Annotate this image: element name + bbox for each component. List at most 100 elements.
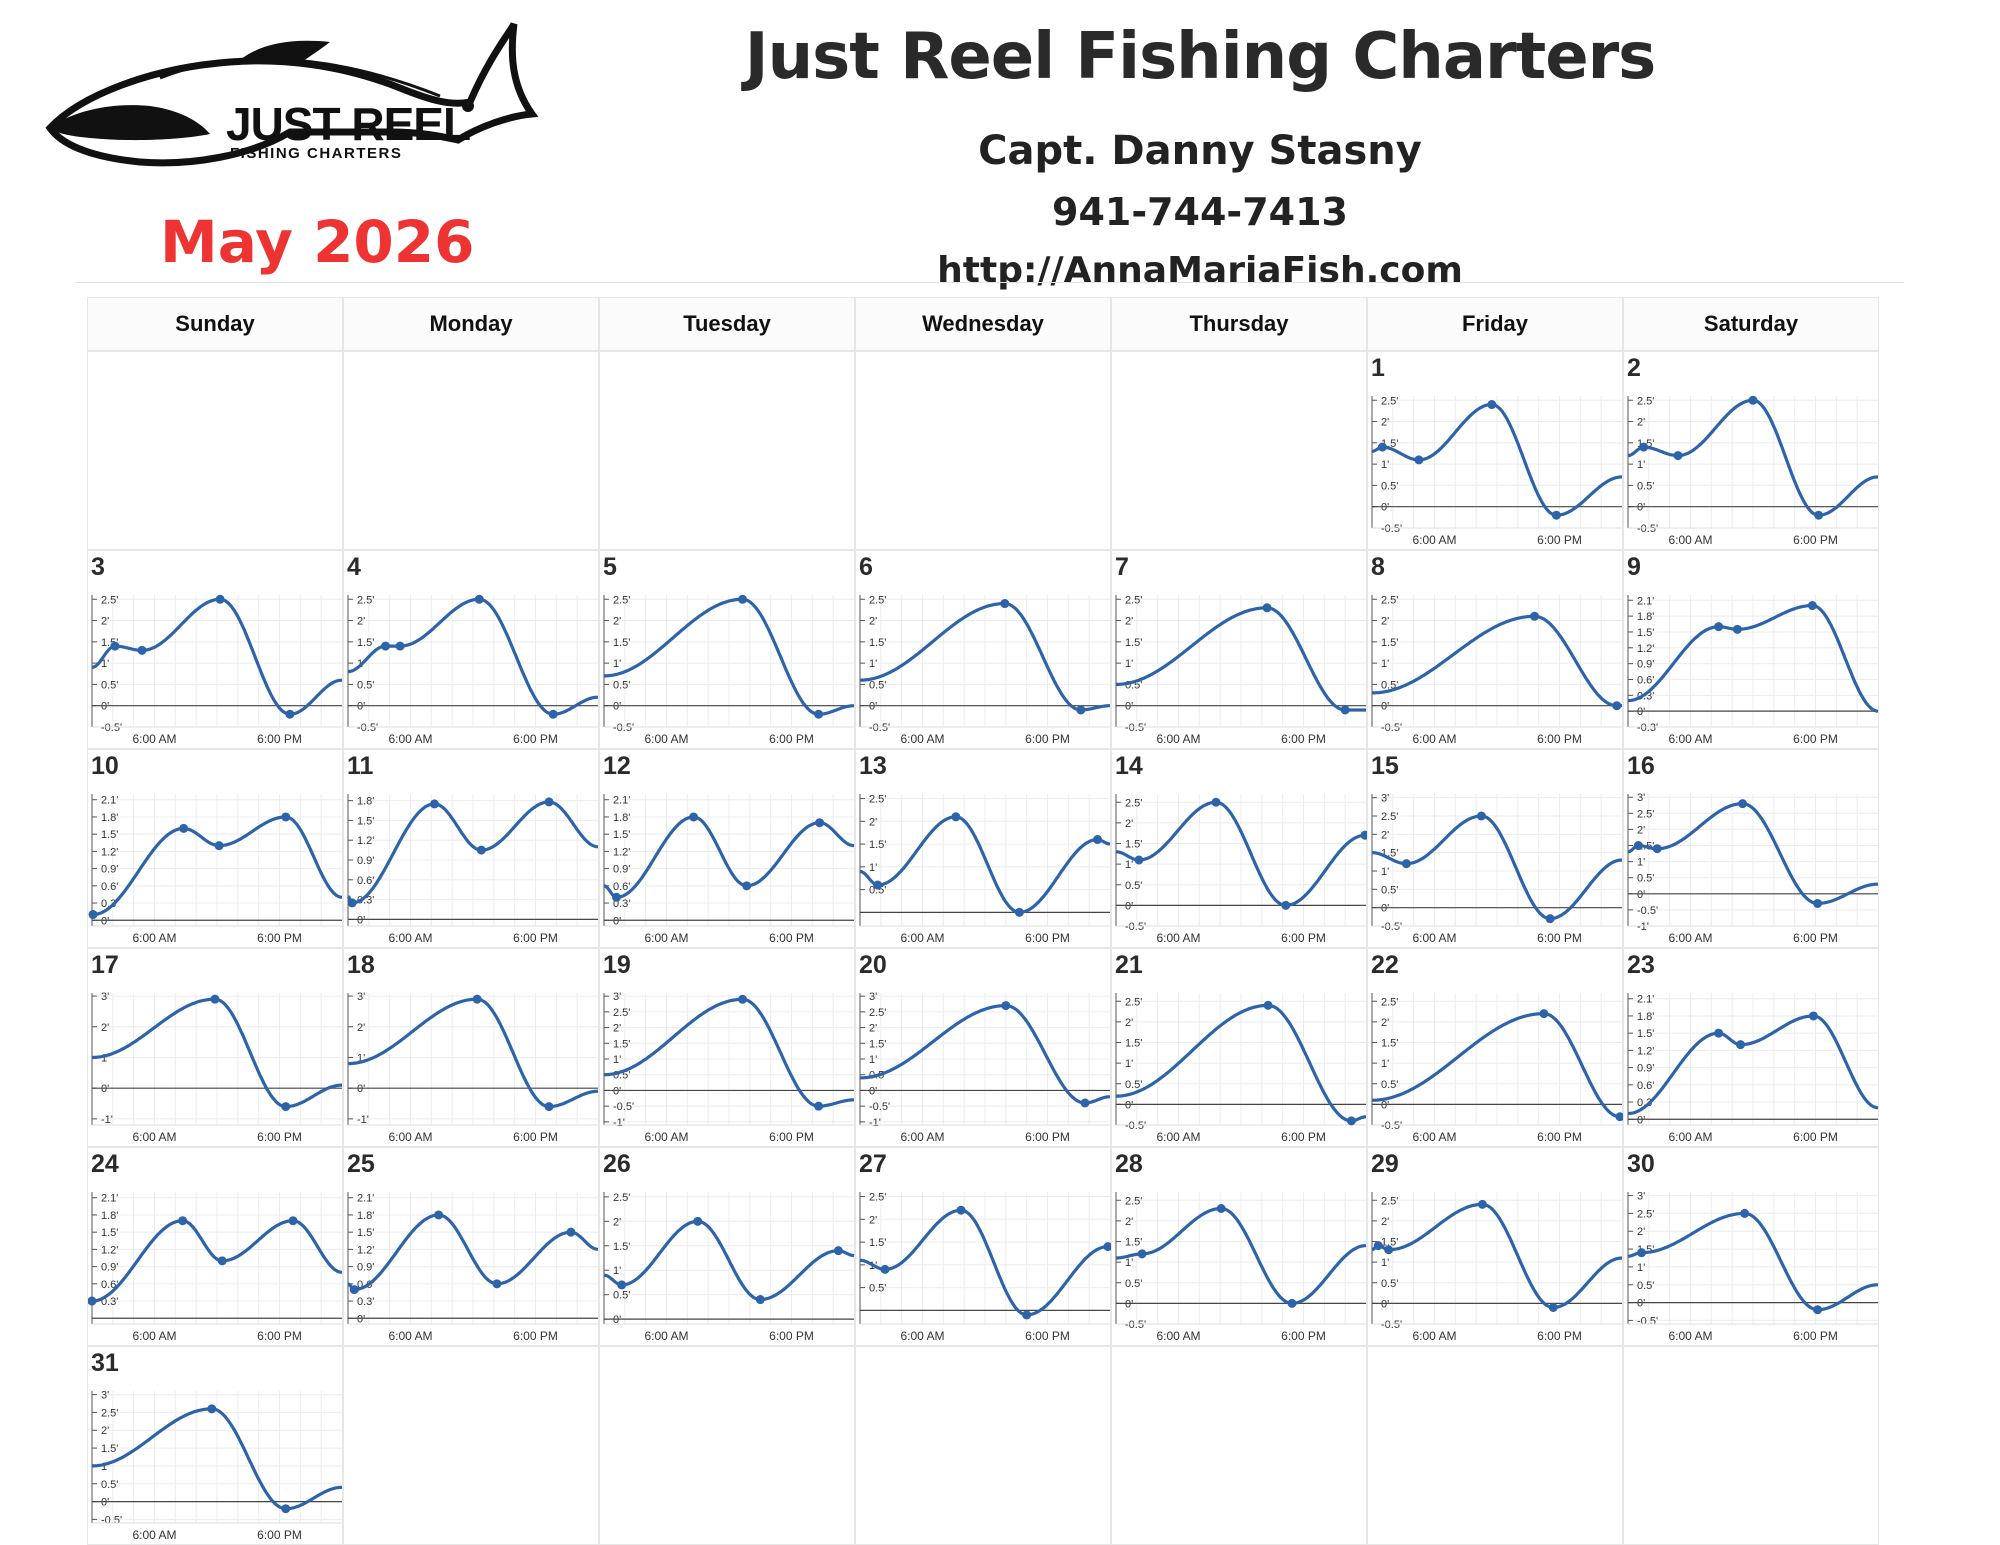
- day-cell[interactable]: 4 -0.5' 0' 0.5' 1' 1.5' 2' 2.5' 6:00 AM 6:00 PM: [343, 550, 599, 749]
- y-tick-label: 1': [1381, 866, 1389, 878]
- y-tick-label: 3': [1381, 793, 1389, 805]
- day-cell[interactable]: 13 0.5' 1' 1.5' 2' 2.5' 6:00 AM 6:00 PM: [855, 749, 1111, 948]
- logo-subtext: FISHING CHARTERS: [230, 145, 402, 162]
- day-cell[interactable]: 2-0.5'0'0.5'1'1.5'2'2.5'6:00 AM6:00 PM: [1623, 351, 1879, 550]
- day-cell[interactable]: 6 -0.5' 0' 0.5' 1' 1.5' 2' 2.5' 6:00 AM 6:00 PM: [855, 550, 1111, 749]
- x-tick-label: 6:00 AM: [900, 931, 944, 945]
- y-tick-label: 2.5': [613, 1192, 630, 1204]
- y-tick-label: 2.1': [101, 795, 118, 807]
- day-cell[interactable]: 25 0' 0.3' 0.6' 0.9' 1.2' 1.5' 1.8' 2.1' 6:00 AM 6…: [343, 1147, 599, 1346]
- day-cell[interactable]: 19 -1' -0.5' 0' 0.5' 1' 1.5' 2' 2.5' 3' 6:00 AM 6:0…: [599, 948, 855, 1147]
- y-tick-label: 2.5': [869, 594, 886, 606]
- y-tick-label: 0': [1637, 1114, 1645, 1126]
- tide-line: [1627, 1014, 1879, 1116]
- day-cell[interactable]: 23 0' 0.3' 0.6' 0.9' 1.2' 1.5' 1.8' 2.1' 6:00 AM 6…: [1623, 948, 1879, 1147]
- tide-extreme-point: [1080, 1098, 1090, 1108]
- y-tick-label: 1': [1381, 1058, 1389, 1070]
- day-cell[interactable]: 29 -0.5' 0' 0.5' 1' 1.5' 2' 2.5' 6:00 AM 6:00 PM: [1367, 1147, 1623, 1346]
- day-cell[interactable]: 18 -1' 0' 1' 2' 3' 6:00 AM 6:00 PM: [343, 948, 599, 1147]
- day-cell[interactable]: 3 -0.5' 0' 0.5' 1' 1.5' 2' 2.5' 6:00 AM 6:00 PM: [87, 550, 343, 749]
- x-tick-label: 6:00 PM: [1025, 931, 1070, 945]
- tide-extreme-point: [1137, 1249, 1147, 1259]
- day-cell[interactable]: 16 -1' -0.5' 0' 0.5' 1' 1.5' 2' 2.5' 3' 6:00 AM 6:0…: [1623, 749, 1879, 948]
- y-tick-label: 0.5': [613, 1290, 630, 1302]
- day-cell[interactable]: 14 -0.5' 0' 0.5' 1' 1.5' 2' 2.5' 6:00 AM 6:00 PM: [1111, 749, 1368, 948]
- day-cell[interactable]: 7 -0.5' 0' 0.5' 1' 1.5' 2' 2.5' 6:00 AM 6:00 PM: [1111, 550, 1367, 749]
- tide-extreme-point: [1340, 705, 1350, 715]
- tide-extreme-point: [210, 994, 220, 1004]
- day-cell[interactable]: 20 -1' -0.5' 0' 0.5' 1' 1.5' 2' 2.5' 3' 6:00 AM 6:0…: [855, 948, 1111, 1147]
- tide-extreme-point: [738, 994, 748, 1004]
- day-number: 28: [1115, 1150, 1143, 1178]
- day-cell[interactable]: 17 -1' 0' 1' 2' 3' 6:00 AM 6:00 PM: [87, 948, 343, 1147]
- tide-chart: 0' 0.5' 1' 1.5' 2' 2.5' 6:00 AM 6:00 PM: [603, 1192, 855, 1343]
- day-cell[interactable]: 12 0' 0.3' 0.6' 0.9' 1.2' 1.5' 1.8' 2.1' 6:00 AM 6…: [599, 749, 855, 948]
- y-tick-label: 0': [101, 1497, 109, 1509]
- empty-day-cell: [599, 1346, 855, 1545]
- website-link[interactable]: http://AnnaMariaFish.com: [937, 250, 1463, 291]
- tide-extreme-point: [347, 898, 357, 908]
- y-tick-label: 0': [1381, 701, 1389, 713]
- y-tick-label: 1': [101, 1052, 109, 1064]
- y-tick-label: 1': [1125, 859, 1133, 871]
- day-cell[interactable]: 22 -0.5' 0' 0.5' 1' 1.5' 2' 2.5' 6:00 AM 6:00 PM: [1367, 948, 1624, 1147]
- tide-extreme-point: [1477, 1199, 1487, 1209]
- y-tick-label: 2': [613, 616, 621, 628]
- day-number: 6: [859, 553, 873, 581]
- day-cell[interactable]: 28 -0.5' 0' 0.5' 1' 1.5' 2' 2.5' 6:00 AM 6:00 PM: [1111, 1147, 1367, 1346]
- y-tick-label: 1': [613, 658, 621, 670]
- day-number: 25: [347, 1150, 375, 1178]
- y-tick-label: 0': [1381, 502, 1389, 514]
- y-tick-label: 0.3': [357, 1296, 374, 1308]
- tide-chart: -0.3' 0' 0.3' 0.6' 0.9' 1.2' 1.5' 1.8' 2.1' 6:00 …: [1627, 595, 1879, 746]
- x-tick-label: 6:00 PM: [1793, 931, 1838, 945]
- tide-extreme-point: [1211, 797, 1221, 807]
- y-tick-label: -1': [101, 1114, 113, 1126]
- tide-extreme-point: [612, 892, 621, 902]
- y-tick-label: -0.5': [1381, 921, 1402, 933]
- day-cell[interactable]: 10 0' 0.3' 0.6' 0.9' 1.2' 1.5' 1.8' 2.1' 6:00 AM 6…: [87, 749, 343, 948]
- tide-extreme-point: [288, 1216, 298, 1226]
- tide-line: [1116, 1206, 1367, 1305]
- y-tick-label: 1.2': [1637, 643, 1654, 655]
- day-cell[interactable]: 1 -0.5' 0' 0.5' 1' 1.5' 2' 2.5' 6:00 AM 6:00 PM: [1367, 351, 1623, 550]
- y-tick-label: 1.5': [1381, 637, 1398, 649]
- day-cell[interactable]: 24 0.3' 0.6' 0.9' 1.2' 1.5' 1.8' 2.1' 6:00 AM 6:0…: [87, 1147, 343, 1346]
- tide-line: [859, 1004, 1111, 1105]
- y-tick-label: -0.5': [869, 1101, 890, 1113]
- day-cell[interactable]: 11 0' 0.3' 0.6' 0.9' 1.2' 1.5' 1.8' 6:00 AM 6:00 …: [343, 749, 599, 948]
- day-cell[interactable]: 15 -0.5' 0' 0.5' 1' 1.5' 2' 2.5' 3' 6:00 AM 6:00 P…: [1367, 749, 1623, 948]
- day-cell[interactable]: 5 -0.5' 0' 0.5' 1' 1.5' 2' 2.5' 6:00 AM 6:00 PM: [599, 550, 855, 749]
- y-tick-label: 1.8': [1637, 611, 1654, 623]
- day-cell[interactable]: 27 0.5' 1' 1.5' 2' 2.5' 6:00 AM 6:00 PM: [855, 1147, 1112, 1346]
- day-cell[interactable]: 26 0' 0.5' 1' 1.5' 2' 2.5' 6:00 AM 6:00 PM: [599, 1147, 855, 1346]
- y-tick-label: 2.1': [357, 1193, 374, 1205]
- y-tick-label: 2': [1125, 818, 1133, 830]
- day-cell[interactable]: 9 -0.3' 0' 0.3' 0.6' 0.9' 1.2' 1.5' 1.8' 2.1' 6:00…: [1623, 550, 1879, 749]
- day-cell[interactable]: 30 -0.5' 0' 0.5' 1' 1.5' 2' 2.5' 3' 6:00 AM 6:00 P…: [1623, 1147, 1879, 1346]
- y-tick-label: 1.5': [1637, 627, 1654, 639]
- tide-line: [1116, 1003, 1367, 1123]
- tide-extreme-point: [544, 1102, 554, 1112]
- tide-extreme-point: [1263, 1000, 1273, 1010]
- tide-chart: 0.5' 1' 1.5' 2' 2.5' 6:00 AM 6:00 PM: [859, 794, 1111, 945]
- day-cell[interactable]: 21 -0.5' 0' 0.5' 1' 1.5' 2' 2.5' 6:00 AM 6:00 PM: [1111, 948, 1367, 1147]
- y-tick-label: 2': [1125, 616, 1133, 628]
- x-tick-label: 6:00 PM: [1025, 1329, 1070, 1343]
- x-tick-label: 6:00 AM: [1156, 1130, 1200, 1144]
- x-tick-label: 6:00 PM: [257, 931, 302, 945]
- x-tick-label: 6:00 PM: [1281, 1130, 1326, 1144]
- tide-chart: -1'-0.5'0'0.5'1'1.5'2'2.5'3'6:00 AM 6:00 …: [603, 991, 854, 1144]
- day-cell[interactable]: 8 -0.5' 0' 0.5' 1' 1.5' 2' 2.5' 6:00 AM 6:00 PM: [1367, 550, 1623, 749]
- tide-extreme-point: [1551, 510, 1561, 520]
- y-tick-label: 0.5': [1637, 1280, 1654, 1292]
- day-cell[interactable]: 31 -0.5' 0' 0.5' 1' 1.5' 2' 2.5' 3' 6:00 AM 6:00 P…: [87, 1346, 343, 1545]
- y-tick-label: 0.5': [101, 679, 118, 691]
- y-tick-label: 0': [613, 915, 621, 927]
- y-tick-label: -0.3': [1637, 722, 1658, 734]
- tide-chart: 0'0.3'0.6'0.9'1.2'1.5'1.8'2.1'6:00 AM 6:0…: [347, 1192, 599, 1343]
- weekday-header: Friday: [1367, 297, 1623, 351]
